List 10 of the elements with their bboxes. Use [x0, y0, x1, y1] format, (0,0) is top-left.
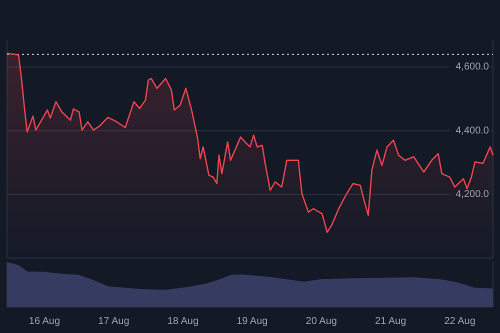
y-tick-label: 4,400.0 — [456, 125, 490, 136]
x-tick-label: 17 Aug — [98, 316, 130, 327]
y-tick-label: 4,200.0 — [456, 188, 490, 200]
y-tick-label: 4,600.0 — [456, 62, 490, 73]
x-tick-label: 22 Aug — [444, 316, 476, 327]
x-tick-label: 21 Aug — [375, 316, 406, 327]
x-tick-label: 18 Aug — [167, 316, 199, 327]
x-tick-label: 16 Aug — [28, 316, 60, 327]
x-tick-label: 20 Aug — [306, 316, 337, 327]
x-tick-label: 19 Aug — [236, 316, 268, 327]
